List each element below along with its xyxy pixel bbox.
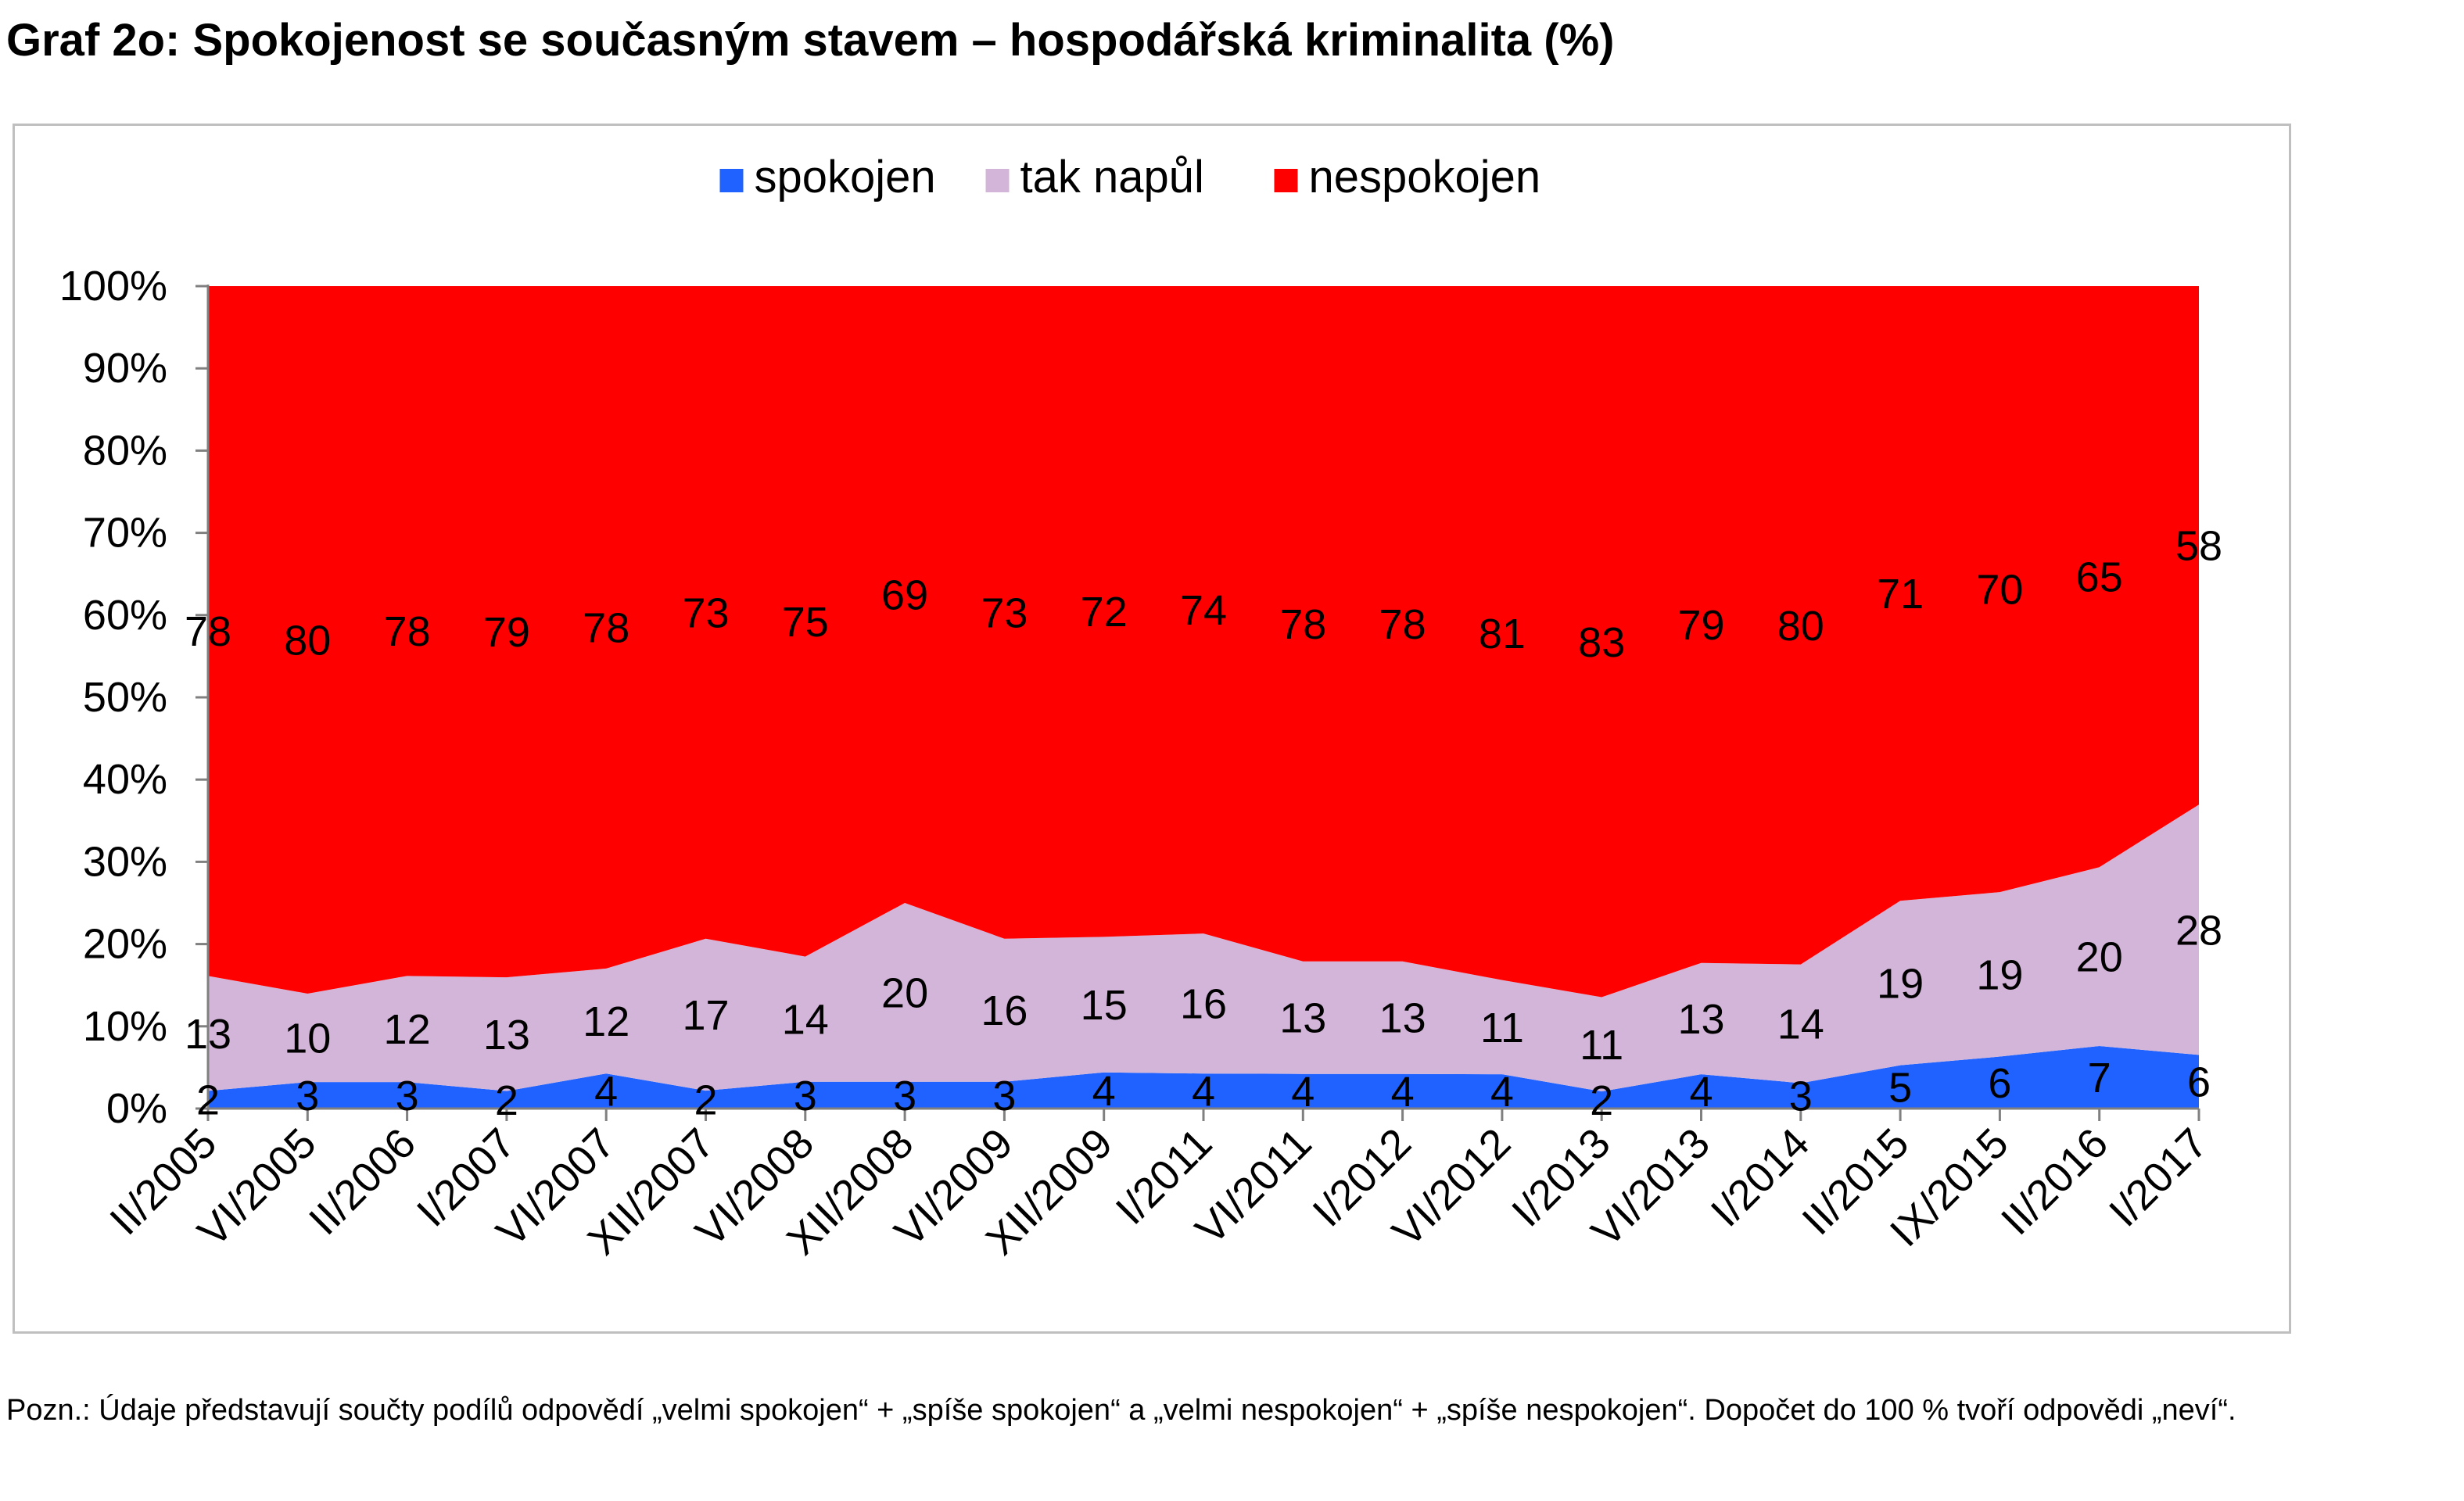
data-label: 75 xyxy=(782,599,829,646)
data-label: 71 xyxy=(1877,571,1924,618)
data-label: 3 xyxy=(794,1073,817,1119)
data-label: 15 xyxy=(1081,982,1128,1029)
data-label: 65 xyxy=(2076,554,2123,601)
data-label: 11 xyxy=(1480,1005,1524,1051)
y-tick-label: 100% xyxy=(59,263,167,310)
data-label: 79 xyxy=(1677,602,1724,649)
data-label: 6 xyxy=(1988,1060,2011,1107)
data-label: 19 xyxy=(1976,951,2023,998)
data-label: 3 xyxy=(296,1073,319,1119)
y-tick-label: 50% xyxy=(83,674,167,721)
data-label: 72 xyxy=(1081,589,1128,636)
data-label: 81 xyxy=(1479,611,1526,657)
chart-title: Graf 2o: Spokojenost se současným stavem… xyxy=(6,15,1615,66)
x-tick-label: II/2006 xyxy=(300,1119,425,1244)
y-tick-label: 20% xyxy=(83,921,167,968)
data-label: 13 xyxy=(1279,995,1326,1042)
data-label: 5 xyxy=(1888,1064,1912,1111)
data-label: 80 xyxy=(284,617,331,664)
data-label: 14 xyxy=(1777,1001,1824,1048)
data-label: 12 xyxy=(583,998,629,1045)
data-label: 78 xyxy=(1379,601,1426,648)
data-label: 4 xyxy=(1092,1068,1116,1115)
legend-swatch xyxy=(985,169,1010,192)
data-label: 20 xyxy=(2076,934,2123,981)
legend-swatch xyxy=(719,169,744,192)
data-label: 16 xyxy=(981,987,1028,1034)
data-label: 3 xyxy=(893,1073,916,1119)
y-tick-label: 60% xyxy=(83,592,167,639)
y-tick-label: 30% xyxy=(83,838,167,885)
data-label: 19 xyxy=(1877,960,1924,1007)
y-tick-label: 40% xyxy=(83,756,167,803)
data-label: 4 xyxy=(1192,1069,1215,1116)
data-label: 17 xyxy=(682,992,729,1039)
x-tick-label: I/2017 xyxy=(2100,1119,2217,1236)
data-label: 73 xyxy=(981,589,1028,636)
data-label: 80 xyxy=(1777,603,1824,650)
legend-label: nespokojen xyxy=(1309,152,1541,202)
data-label: 2 xyxy=(694,1077,717,1124)
data-label: 2 xyxy=(1590,1077,1613,1124)
data-label: 6 xyxy=(2187,1059,2211,1106)
data-label: 74 xyxy=(1180,587,1227,634)
area-series-1 xyxy=(208,1045,2199,1109)
data-label: 4 xyxy=(1291,1069,1314,1116)
data-label: 10 xyxy=(284,1016,331,1062)
data-label: 13 xyxy=(185,1011,231,1058)
legend-label: spokojen xyxy=(755,152,936,202)
data-label: 69 xyxy=(881,572,928,619)
data-label: 70 xyxy=(1976,567,2023,614)
data-label: 13 xyxy=(1677,996,1724,1043)
data-label: 7 xyxy=(2088,1055,2111,1102)
data-label: 78 xyxy=(1279,601,1326,648)
y-tick-label: 0% xyxy=(106,1085,167,1132)
legend-label: tak napůl xyxy=(1020,152,1204,202)
data-label: 20 xyxy=(881,969,928,1016)
y-tick-label: 80% xyxy=(83,427,167,474)
data-label: 2 xyxy=(495,1077,518,1124)
data-label: 4 xyxy=(1689,1069,1713,1116)
data-label: 14 xyxy=(782,997,829,1044)
chart-note: Pozn.: Údaje představují součty podílů o… xyxy=(6,1394,2236,1427)
data-label: 73 xyxy=(682,589,729,636)
data-label: 4 xyxy=(1490,1069,1514,1116)
data-label: 13 xyxy=(1379,995,1426,1042)
data-label: 58 xyxy=(2175,523,2222,570)
data-label: 28 xyxy=(2175,907,2222,954)
data-label: 3 xyxy=(992,1073,1016,1119)
area-series-2 xyxy=(208,804,2199,1092)
x-tick-label: II/2016 xyxy=(1992,1119,2117,1244)
legend-swatch xyxy=(1274,169,1298,192)
data-label: 2 xyxy=(196,1077,220,1124)
data-label: 79 xyxy=(483,609,530,656)
data-label: 12 xyxy=(384,1006,431,1053)
data-label: 78 xyxy=(384,608,431,655)
data-label: 83 xyxy=(1578,619,1625,666)
data-label: 78 xyxy=(583,604,629,651)
data-label: 4 xyxy=(1391,1069,1415,1116)
data-label: 3 xyxy=(396,1073,419,1119)
y-tick-label: 70% xyxy=(83,510,167,557)
data-label: 3 xyxy=(1789,1073,1813,1120)
data-label: 11 xyxy=(1580,1022,1623,1069)
y-tick-label: 10% xyxy=(83,1003,167,1050)
data-label: 4 xyxy=(594,1069,618,1116)
y-tick-label: 90% xyxy=(83,345,167,392)
area-series-3 xyxy=(208,286,2199,998)
data-label: 16 xyxy=(1180,981,1227,1028)
data-label: 78 xyxy=(185,608,231,655)
data-label: 13 xyxy=(483,1012,530,1059)
